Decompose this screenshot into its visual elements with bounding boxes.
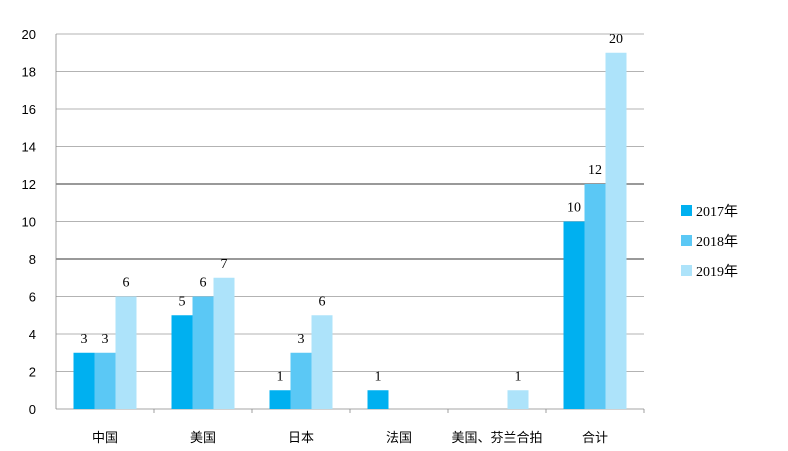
legend: 2017年 2018年 2019年 xyxy=(681,204,738,280)
bar xyxy=(171,315,193,409)
data-label: 3 xyxy=(102,332,109,347)
bar xyxy=(584,184,606,409)
data-label: 6 xyxy=(319,294,326,309)
y-tick-label: 0 xyxy=(29,402,36,417)
data-label: 1 xyxy=(277,369,284,384)
bar xyxy=(269,390,291,409)
bar xyxy=(507,390,529,409)
category-label: 中国 xyxy=(92,431,118,446)
bar xyxy=(115,296,137,409)
bar xyxy=(192,296,214,409)
gridlines xyxy=(55,33,644,410)
category-label: 日本 xyxy=(288,431,314,446)
bars xyxy=(73,52,627,409)
bar xyxy=(605,52,627,409)
bar xyxy=(311,315,333,409)
data-label: 12 xyxy=(588,163,602,178)
legend-swatch xyxy=(681,265,692,276)
y-tick-label: 14 xyxy=(22,140,36,155)
bar xyxy=(94,352,116,409)
y-tick-label: 18 xyxy=(22,65,36,80)
y-tick-label: 16 xyxy=(22,102,36,117)
legend-label: 2019年 xyxy=(696,264,738,280)
bar xyxy=(213,277,235,409)
data-label: 5 xyxy=(179,294,186,309)
category-label: 法国 xyxy=(386,431,412,446)
y-tick-label: 20 xyxy=(22,27,36,42)
data-label: 1 xyxy=(515,369,522,384)
y-axis-tick-labels: 0 2 4 6 8 10 12 14 16 18 20 xyxy=(22,27,36,417)
bar xyxy=(563,221,585,409)
category-label: 美国、芬兰合拍 xyxy=(451,431,542,446)
data-label: 7 xyxy=(221,257,228,272)
legend-swatch xyxy=(681,205,692,216)
data-label: 1 xyxy=(375,369,382,384)
data-label: 6 xyxy=(123,276,130,291)
y-tick-label: 12 xyxy=(22,177,36,192)
y-tick-label: 2 xyxy=(29,365,36,380)
bar xyxy=(290,352,312,409)
category-label: 合计 xyxy=(582,431,608,446)
legend-label: 2018年 xyxy=(696,234,738,250)
legend-swatch xyxy=(681,235,692,246)
bar xyxy=(367,390,389,409)
legend-label: 2017年 xyxy=(696,204,738,220)
data-label: 20 xyxy=(609,32,623,47)
y-tick-label: 10 xyxy=(22,215,36,230)
category-label: 美国 xyxy=(190,431,216,446)
y-tick-label: 8 xyxy=(29,252,36,267)
y-tick-label: 6 xyxy=(29,290,36,305)
x-axis: 中国 美国 日本 法国 美国、芬兰合拍 合计 xyxy=(92,409,645,446)
data-label: 3 xyxy=(298,332,305,347)
bar xyxy=(73,352,95,409)
data-label: 6 xyxy=(200,276,207,291)
data-label: 3 xyxy=(81,332,88,347)
y-tick-label: 4 xyxy=(29,327,36,342)
data-label: 10 xyxy=(567,201,581,216)
